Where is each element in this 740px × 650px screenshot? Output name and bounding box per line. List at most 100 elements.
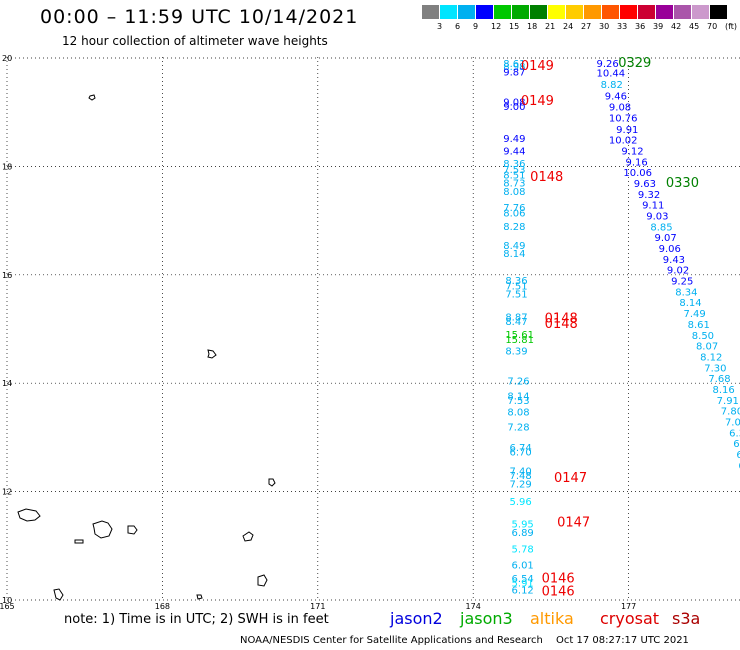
wave-height-value: 9.43 bbox=[663, 255, 685, 266]
pass-number-label: 0146 bbox=[542, 572, 575, 587]
wave-height-value: 8.28 bbox=[503, 222, 525, 233]
pass-number-label: 0147 bbox=[554, 471, 587, 486]
colorbar-swatch bbox=[548, 5, 565, 19]
island-outline bbox=[207, 349, 217, 359]
colorbar-label: 27 bbox=[581, 22, 592, 31]
wave-height-value: 8.36 bbox=[503, 159, 525, 170]
wave-height-value: 8.82 bbox=[601, 80, 623, 91]
pass-number-label: 0149 bbox=[521, 94, 554, 109]
map-subtitle: 12 hour collection of altimeter wave hei… bbox=[62, 34, 328, 48]
wave-height-value: 8.61 bbox=[688, 320, 710, 331]
wave-height-value: 6.37 bbox=[736, 450, 740, 461]
wave-height-value: 7.29 bbox=[509, 479, 531, 490]
wave-height-value: 10.06 bbox=[623, 168, 652, 179]
wave-height-value: 9.08 bbox=[503, 98, 525, 109]
wave-height-value: 9.91 bbox=[616, 125, 638, 136]
wave-height-value: 9.11 bbox=[642, 201, 664, 212]
wave-height-value: 7.68 bbox=[708, 374, 730, 385]
colorbar-label: 70 bbox=[707, 22, 718, 31]
colorbar-swatch bbox=[530, 5, 547, 19]
island-outline bbox=[196, 594, 203, 600]
satellite-jason3: jason3 bbox=[460, 609, 513, 628]
island-outline bbox=[17, 508, 41, 522]
latitude-label: 20 bbox=[2, 54, 12, 63]
island-outline bbox=[92, 520, 113, 539]
wave-height-value: 8.08 bbox=[503, 187, 525, 198]
wave-height-value: 7.91 bbox=[717, 396, 739, 407]
wave-height-value: 5.96 bbox=[509, 497, 531, 508]
pass-number-label: 0147 bbox=[557, 515, 590, 530]
wave-height-value: 7.30 bbox=[704, 363, 726, 374]
wave-height-value: 8.51 bbox=[503, 170, 525, 181]
wave-height-value: 9.49 bbox=[503, 134, 525, 145]
wave-height-value: 5.91 bbox=[512, 578, 534, 589]
colorbar-label: 24 bbox=[563, 22, 574, 31]
colorbar-swatch bbox=[602, 5, 619, 19]
axis-labels: 165 168 171 174 177 20 18 16 14 12 10 bbox=[0, 54, 636, 611]
wave-height-value: 9.44 bbox=[503, 146, 525, 157]
pass-number-label: 0329 bbox=[618, 56, 651, 71]
colorbar-label: 21 bbox=[545, 22, 556, 31]
longitude-label: 165 bbox=[0, 602, 15, 611]
satellite-altika: altika bbox=[530, 609, 574, 628]
colorbar-swatch bbox=[458, 5, 475, 19]
wave-height-value: 8.98 bbox=[503, 62, 525, 73]
wave-height-value: 7.49 bbox=[684, 309, 706, 320]
island-outline bbox=[268, 478, 276, 487]
wave-height-value: 7.53 bbox=[503, 165, 525, 176]
colorbar-swatch bbox=[638, 5, 655, 19]
wave-height-value: 6.54 bbox=[512, 574, 534, 585]
colorbar-swatch bbox=[494, 5, 511, 19]
colorbar-swatch bbox=[422, 5, 439, 19]
colorbar-label: 45 bbox=[689, 22, 700, 31]
wave-height-value: 8.73 bbox=[503, 178, 525, 189]
wave-height-value: 15.81 bbox=[505, 335, 534, 346]
wave-height-value: 8.14 bbox=[503, 249, 525, 260]
wave-height-value: 6.89 bbox=[512, 528, 534, 539]
wave-height-value: 7.76 bbox=[503, 203, 525, 214]
colorbar-label: 3 bbox=[437, 22, 443, 31]
wave-height-value: 9.12 bbox=[621, 146, 643, 157]
colorbar-swatch bbox=[584, 5, 601, 19]
colorbar-label: 30 bbox=[599, 22, 610, 31]
wave-height-value: 8.16 bbox=[713, 385, 735, 396]
wave-height-value: 8.50 bbox=[692, 331, 714, 342]
satellite-jason2: jason2 bbox=[390, 609, 443, 628]
longitude-label: 177 bbox=[621, 602, 636, 611]
colorbar-swatch bbox=[620, 5, 637, 19]
footer-credit: NOAA/NESDIS Center for Satellite Applica… bbox=[240, 635, 543, 646]
wave-height-value: 9.32 bbox=[638, 190, 660, 201]
pass-labels: 0149014901480148014801470147014601460329… bbox=[521, 56, 699, 599]
pass-number-label: 0148 bbox=[530, 170, 563, 185]
wave-height-value: 6.12 bbox=[512, 585, 534, 596]
wave-height-value: 9.87 bbox=[503, 67, 525, 78]
wave-height-value: 15.61 bbox=[505, 330, 534, 341]
wave-height-value: 9.25 bbox=[671, 277, 693, 288]
wave-height-value: 5.95 bbox=[512, 519, 534, 530]
wave-height-value: 9.02 bbox=[667, 266, 689, 277]
wave-height-value: 8.14 bbox=[507, 391, 529, 402]
wave-height-value: 5.78 bbox=[512, 544, 534, 555]
wave-height-value: 7.40 bbox=[509, 466, 531, 477]
satellite-cryosat: cryosat bbox=[600, 609, 660, 628]
wave-height-value: 9.63 bbox=[634, 179, 656, 190]
wave-height-value: 8.87 bbox=[505, 312, 527, 323]
wave-height-value: 9.16 bbox=[625, 157, 647, 168]
pass-number-label: 0148 bbox=[545, 317, 578, 332]
wave-height-value: 8.61 bbox=[503, 59, 525, 70]
wave-height-value: 9.08 bbox=[609, 103, 631, 114]
colorbar-swatch bbox=[674, 5, 691, 19]
colorbar-swatch bbox=[512, 5, 529, 19]
island-outline bbox=[88, 94, 96, 101]
colorbar-label: 42 bbox=[671, 22, 682, 31]
wave-height-value: 7.51 bbox=[505, 290, 527, 301]
longitude-label: 171 bbox=[310, 602, 325, 611]
wave-height-value: 6.93 bbox=[733, 439, 740, 450]
wave-height-tracks: 8.618.989.879.089.009.499.448.367.538.51… bbox=[503, 59, 740, 596]
colorbar-swatch bbox=[656, 5, 673, 19]
wave-height-value: 9.06 bbox=[659, 244, 681, 255]
wave-height-value: 6.01 bbox=[512, 561, 534, 572]
lat-lon-grid bbox=[6, 57, 740, 601]
colorbar-label: 33 bbox=[617, 22, 628, 31]
